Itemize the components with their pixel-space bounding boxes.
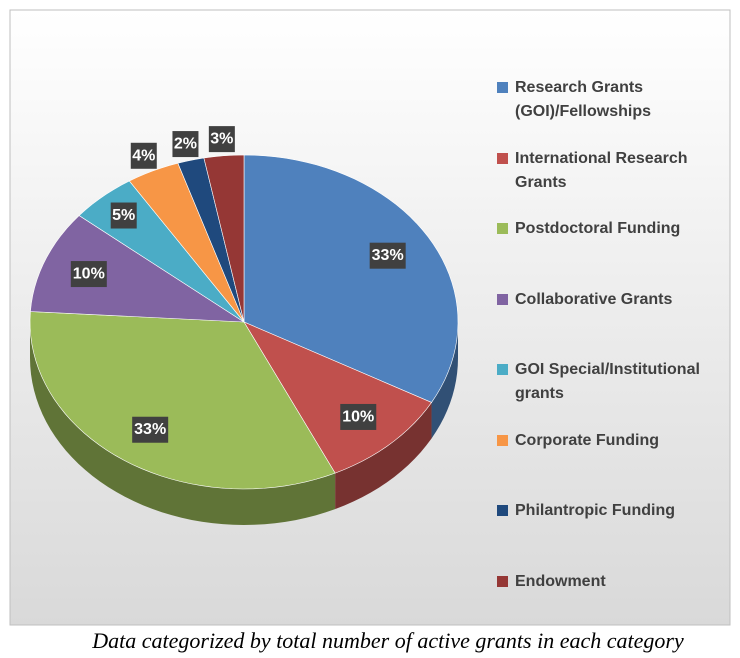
data-label: 3% bbox=[210, 131, 233, 148]
legend-item: Postdoctoral Funding bbox=[497, 217, 732, 241]
data-label-box bbox=[208, 126, 235, 153]
legend-label: GOI Special/Institutional grants bbox=[515, 361, 700, 402]
data-label-box bbox=[110, 202, 137, 229]
legend-swatch bbox=[497, 152, 508, 164]
legend-item: Collaborative Grants bbox=[497, 288, 732, 312]
slice bbox=[203, 154, 245, 323]
legend-swatch bbox=[497, 82, 508, 93]
data-label: 2% bbox=[174, 136, 197, 153]
legend-swatch bbox=[497, 505, 508, 516]
slice bbox=[30, 215, 246, 323]
data-label-box bbox=[369, 242, 406, 269]
legend-swatch bbox=[497, 293, 508, 305]
slice bbox=[243, 321, 432, 474]
data-label-box bbox=[130, 142, 157, 169]
legend-item: Corporate Funding bbox=[497, 429, 732, 453]
data-label: 33% bbox=[134, 421, 166, 438]
legend-label: Collaborative Grants bbox=[515, 290, 673, 308]
legend-label: Corporate Funding bbox=[515, 431, 659, 449]
data-label: 10% bbox=[342, 408, 374, 425]
legend-label: International Research Grants bbox=[515, 149, 688, 191]
legend-item: International Research Grants bbox=[497, 147, 732, 195]
slice bbox=[128, 162, 245, 323]
data-label-box bbox=[132, 416, 169, 443]
data-label: 5% bbox=[112, 207, 135, 224]
data-label: 33% bbox=[372, 247, 404, 264]
legend-item: Philantropic Funding bbox=[497, 499, 732, 523]
data-label-box bbox=[70, 261, 107, 288]
legend-label: Endowment bbox=[515, 572, 606, 590]
legend-item: Research Grants (GOI)/Fellowships bbox=[497, 76, 732, 124]
slice-side bbox=[30, 322, 336, 525]
legend-swatch bbox=[497, 223, 508, 234]
slice bbox=[243, 154, 459, 403]
pie: 33% 10% 33% 10% 5% 4% 2% 3% bbox=[29, 126, 459, 525]
data-label: 10% bbox=[73, 266, 105, 283]
data-label-box bbox=[172, 131, 199, 158]
legend-label: Research Grants (GOI)/Fellowships bbox=[515, 79, 652, 120]
legend-swatch bbox=[497, 364, 508, 375]
legend-item: GOI Special/Institutional grants bbox=[497, 358, 732, 406]
data-label: 4% bbox=[132, 147, 155, 164]
caption: Data categorized by total number of acti… bbox=[92, 628, 684, 653]
legend-swatch bbox=[497, 575, 508, 587]
slice-side bbox=[335, 402, 432, 510]
data-label-box bbox=[340, 403, 377, 430]
legend-label: Philantropic Funding bbox=[515, 502, 675, 519]
legend-item: Endowment bbox=[497, 570, 732, 594]
slice bbox=[29, 311, 336, 490]
legend-label: Postdoctoral Funding bbox=[515, 220, 681, 237]
legend-swatch bbox=[497, 434, 508, 446]
